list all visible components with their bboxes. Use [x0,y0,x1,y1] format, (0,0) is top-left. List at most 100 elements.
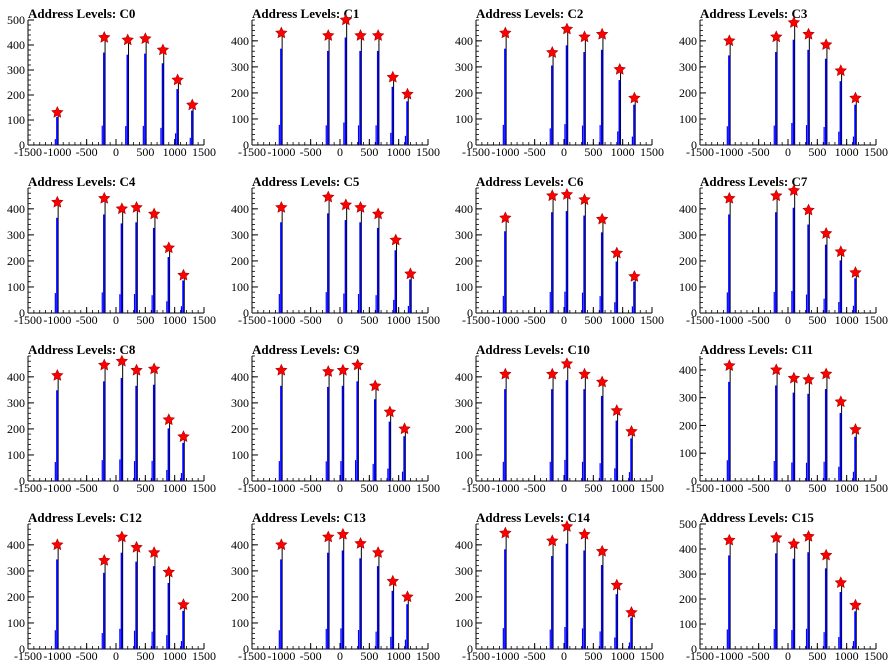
x-tick-label: 500 [136,649,154,663]
y-tick-label: 0 [243,138,249,152]
y-tick-label: 100 [231,616,249,630]
peak-bar [374,399,376,481]
peak-marker [162,565,175,578]
x-tick-label: 500 [360,481,378,495]
peak-bar [376,227,379,313]
peak-side-bar [564,459,566,481]
peak-bar [327,552,329,649]
x-tick-label: -500 [748,313,770,327]
peak-side-bar [357,294,360,313]
x-tick-label: -1500 [238,481,266,495]
peak-bar [839,81,842,145]
peak-marker [787,537,801,550]
peak-marker [802,529,815,542]
y-tick-label: 100 [231,448,249,462]
x-tick-label: 1000 [163,145,187,159]
x-tick-label: -1000 [267,481,295,495]
peak-marker [354,201,367,213]
x-tick-label: -1000 [491,313,519,327]
peak-marker [339,13,353,26]
peak-side-bar [325,125,327,145]
peak-marker [336,363,350,376]
peak-side-bar [852,471,855,481]
y-tick-label: 400 [455,538,473,552]
peak-marker [98,30,111,43]
peak-marker [578,193,591,205]
peak-side-bar [390,636,392,649]
peak-side-bar [599,296,601,313]
peak-side-bar [773,461,775,481]
peak-bar [126,54,129,146]
y-tick-label: 100 [455,112,473,126]
peak-side-bar [628,642,631,649]
peak-bar [615,594,618,649]
peak-side-bar [119,628,121,649]
x-tick-label: 1500 [864,313,888,327]
x-tick-label: 500 [360,649,378,663]
chart-panel-1: Address Levels: C1 0 100 200 300 400 -1500 -100… [231,6,440,159]
peak-side-bar [125,126,127,145]
peak-bar [120,223,123,313]
peak-bar [344,37,347,145]
peak-side-bar [502,628,504,649]
peak-side-bar [54,462,56,481]
y-tick-label: 400 [231,370,249,384]
y-tick-label: 0 [467,642,473,656]
peak-side-bar [54,293,56,313]
peak-bar [344,220,347,313]
peak-side-bar [581,292,584,313]
peak-bar [633,281,635,313]
peak-marker [787,184,801,196]
y-tick-label: 0 [467,138,473,152]
chart-panel-15: Address Levels: C15 0 100 200 300 400 500 -1500… [679,510,888,663]
peak-bar [583,52,586,145]
x-tick-label: 500 [136,145,154,159]
x-tick-label: 0 [113,145,119,159]
y-tick-label: 300 [455,396,473,410]
peak-bar [56,390,58,481]
x-tick-label: -1500 [686,481,714,495]
x-tick-label: 500 [808,313,826,327]
peak-bar [280,48,282,145]
y-tick-label: 300 [7,564,25,578]
x-tick-label: 1500 [416,481,440,495]
peak-side-bar [581,461,584,481]
peak-marker [819,548,833,561]
peak-bar [327,386,329,481]
peak-side-bar [180,473,183,481]
x-tick-label: -500 [300,649,322,663]
peak-marker [339,198,353,211]
peak-marker [147,207,161,220]
y-tick-label: 200 [455,422,473,436]
y-tick-label: 500 [679,517,697,531]
peak-side-bar [151,631,153,649]
y-tick-label: 0 [19,306,25,320]
y-tick-label: 100 [455,616,473,630]
chart-title: Address Levels: C10 [476,342,590,357]
x-tick-label: -1000 [715,313,743,327]
peak-bar [359,50,362,145]
peak-marker [371,29,385,41]
peak-bar [176,89,179,145]
peak-side-bar [823,632,825,649]
peak-bar [792,392,795,481]
peak-bar [565,380,568,481]
y-tick-label: 400 [7,202,25,216]
x-tick-label: 0 [113,313,119,327]
peak-bar [56,217,58,313]
peak-marker [177,598,190,610]
x-tick-label: -1500 [14,481,42,495]
peak-bar [103,572,105,649]
peak-side-bar [189,137,191,145]
x-tick-label: 1000 [387,481,411,495]
peak-marker [51,538,64,551]
x-tick-label: 1000 [163,481,187,495]
x-tick-label: -500 [76,313,98,327]
peak-bar [504,549,506,649]
y-tick-label: 200 [7,254,25,268]
peak-bar [359,558,362,649]
peak-marker [162,241,175,254]
peak-bar [839,592,842,649]
peak-side-bar [343,293,345,313]
peak-marker [595,544,609,557]
